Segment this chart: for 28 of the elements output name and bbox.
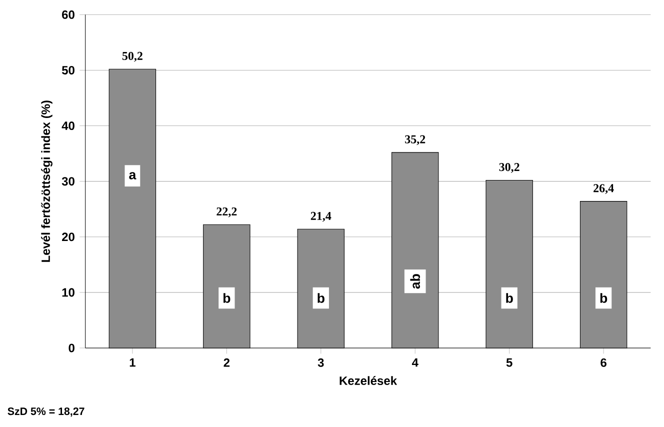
text: SzD 5% = 18,27 xyxy=(8,408,84,417)
annotation: ab xyxy=(410,274,420,289)
y-tick-label: 0 xyxy=(68,344,74,352)
x-tick-label: 6 xyxy=(600,358,606,368)
y-tick-label: 30 xyxy=(62,177,74,186)
annotation: b xyxy=(506,293,513,304)
x-tick-label: 4 xyxy=(412,358,418,367)
y-tick-label: 50 xyxy=(62,66,74,75)
data-label: 26,4 xyxy=(594,184,614,194)
y-tick-label: 60 xyxy=(62,10,74,20)
x-tick-label: 1 xyxy=(130,358,136,367)
annotation: b xyxy=(600,293,608,304)
x-tick-label: 2 xyxy=(224,358,230,367)
y-tick-label: 20 xyxy=(62,232,74,242)
data-label: 21,4 xyxy=(310,212,332,222)
y-axis-title: Levél fertőzöttségi index (%) xyxy=(41,100,52,262)
y-tick-label: 40 xyxy=(62,122,74,130)
y-tick-label: 10 xyxy=(62,288,74,297)
x-axis-title: Kezelések xyxy=(340,376,398,386)
x-tick-label: 5 xyxy=(506,358,512,367)
data-label: 30,2 xyxy=(499,163,520,174)
data-label: 35,2 xyxy=(405,135,426,146)
annotation: b xyxy=(223,293,230,304)
data-label: 50,2 xyxy=(122,52,142,62)
x-tick-label: 3 xyxy=(318,358,324,368)
data-label: 22,2 xyxy=(216,208,237,218)
annotation: a xyxy=(129,172,136,180)
annotation: b xyxy=(318,293,324,304)
